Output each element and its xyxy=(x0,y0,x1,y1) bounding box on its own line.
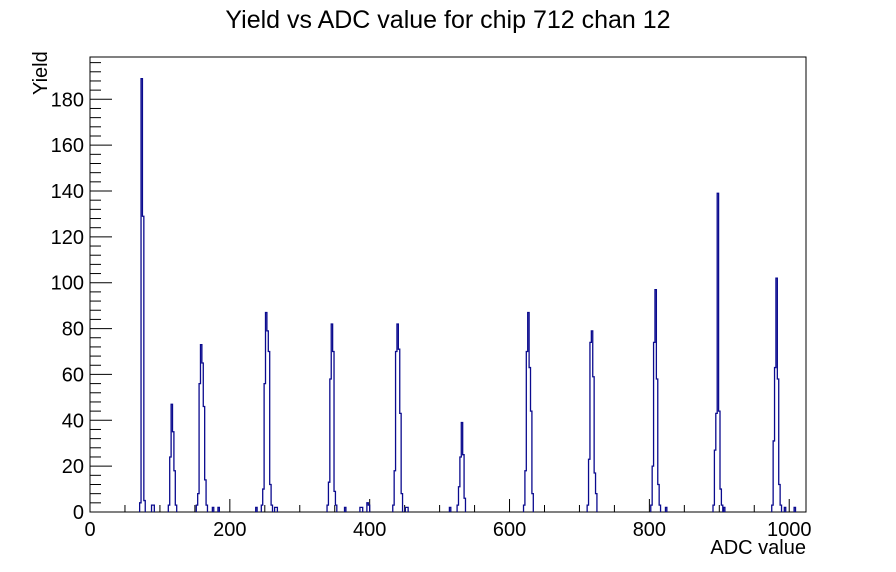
x-tick-label: 400 xyxy=(353,519,386,541)
x-tick-label: 200 xyxy=(213,519,246,541)
histogram-outline xyxy=(138,78,797,512)
y-tick-label: 180 xyxy=(51,89,84,111)
plot-frame xyxy=(89,56,807,513)
histogram-series xyxy=(138,78,797,512)
plot-title: Yield vs ADC value for chip 712 chan 12 xyxy=(225,6,671,34)
axes-frame: 0 20 40 60 80 100 120 140 160 180 0 200 400 600 800 100… xyxy=(51,56,812,541)
y-tick-label: 20 xyxy=(62,456,84,478)
y-tick-label: 80 xyxy=(62,319,84,341)
x-tick-label: 0 xyxy=(84,519,95,541)
y-tick-label: 140 xyxy=(51,181,84,203)
y-axis-title: Yield xyxy=(30,51,52,95)
y-tick-label: 120 xyxy=(51,227,84,249)
x-tick-label: 1000 xyxy=(767,519,812,541)
y-tick-label: 100 xyxy=(51,273,84,295)
y-tick-label: 60 xyxy=(62,364,84,386)
y-tick-label: 0 xyxy=(73,502,84,524)
x-axis-title: ADC value xyxy=(710,537,806,559)
y-tick-label: 160 xyxy=(51,135,84,157)
x-tick-label: 600 xyxy=(493,519,526,541)
y-tick-label: 40 xyxy=(62,410,84,432)
x-tick-label: 800 xyxy=(633,519,666,541)
